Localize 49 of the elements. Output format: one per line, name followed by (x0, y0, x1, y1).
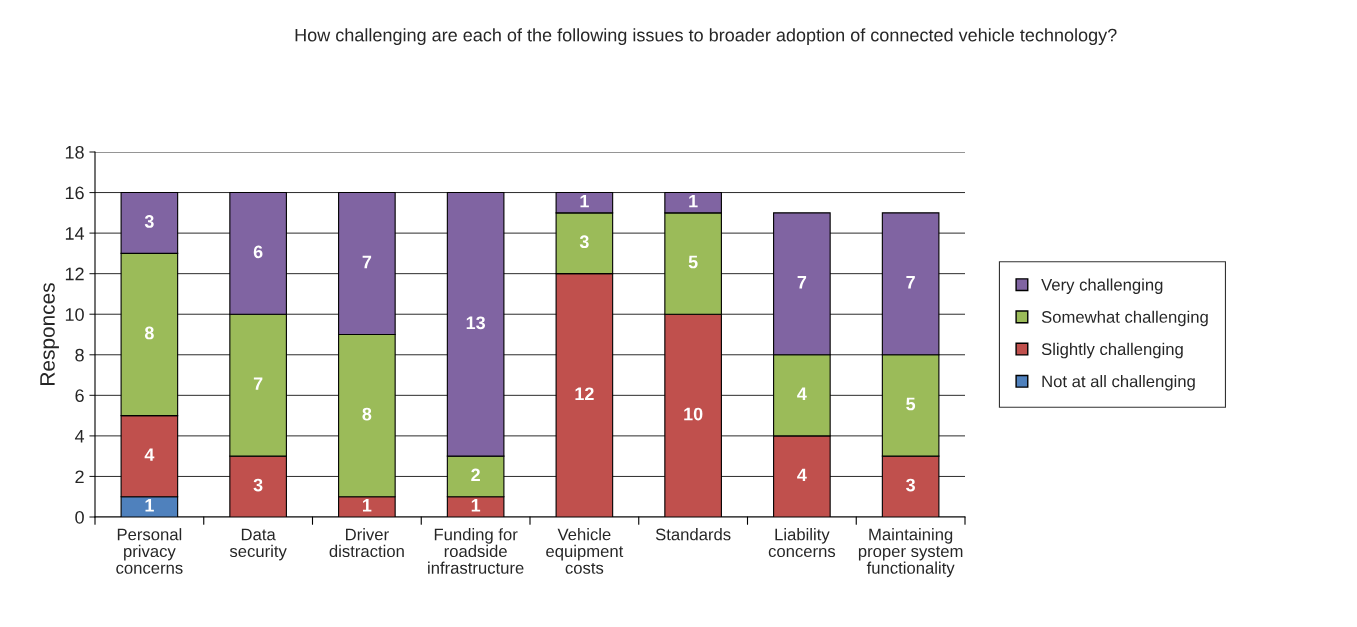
data-label: 1 (145, 499, 154, 512)
data-label: 4 (144, 448, 155, 461)
data-label: 6 (253, 245, 263, 259)
data-label: 1 (362, 499, 372, 512)
data-label: 7 (362, 255, 372, 269)
y-tick-label: 12 (65, 267, 84, 281)
x-tick-label: Liability concerns (768, 528, 836, 558)
data-label: 1 (471, 499, 481, 512)
data-label: 1 (580, 194, 589, 208)
y-tick-label: 8 (75, 348, 84, 362)
y-tick-label: 4 (74, 430, 85, 443)
x-tick-label: Data security (229, 528, 287, 561)
x-tick-label: Vehicle equipment costs (546, 528, 624, 574)
legend-label: Slightly challenging (1041, 342, 1183, 359)
y-tick-label: 14 (65, 227, 85, 240)
data-label: 7 (253, 377, 263, 390)
data-label: 5 (906, 397, 916, 411)
data-label: 3 (144, 215, 154, 228)
data-label: 8 (362, 407, 372, 421)
x-tick-label: Standards (655, 528, 731, 541)
data-label: 7 (906, 276, 915, 289)
y-tick-label: 2 (75, 470, 84, 483)
y-tick-label: 16 (65, 186, 84, 200)
data-label: 3 (253, 478, 263, 492)
legend-label: Somewhat challenging (1041, 310, 1208, 327)
data-label: 8 (144, 326, 154, 340)
data-label: 10 (684, 407, 703, 421)
y-axis-title: Responces (40, 283, 59, 385)
chart-title: How challenging are each of the following issues to broader adoption of connected vehicle technology? (295, 28, 1117, 46)
data-label: 3 (579, 235, 589, 249)
data-label: 5 (688, 255, 698, 269)
x-tick-label: Maintaining proper system functionality (858, 528, 963, 578)
y-tick-label: 18 (65, 145, 84, 159)
data-label: 12 (575, 387, 594, 400)
y-tick-label: 0 (75, 510, 84, 524)
legend-label: Not at all challenging (1042, 375, 1195, 391)
data-label: 1 (689, 194, 698, 208)
data-label: 4 (797, 468, 807, 482)
data-label: 4 (797, 387, 807, 400)
x-tick-label: Funding for roadside infrastructure (428, 528, 524, 574)
data-label: 13 (466, 316, 486, 330)
legend-label: Very challenging (1041, 278, 1163, 294)
y-tick-label: 10 (65, 308, 84, 321)
x-tick-label: Personal privacy concerns (116, 528, 183, 574)
y-tick-label: 6 (75, 389, 84, 403)
x-tick-label: Driver distraction (329, 528, 404, 558)
data-label: 3 (906, 478, 915, 492)
data-label: 7 (797, 276, 807, 289)
data-label: 2 (471, 468, 480, 482)
